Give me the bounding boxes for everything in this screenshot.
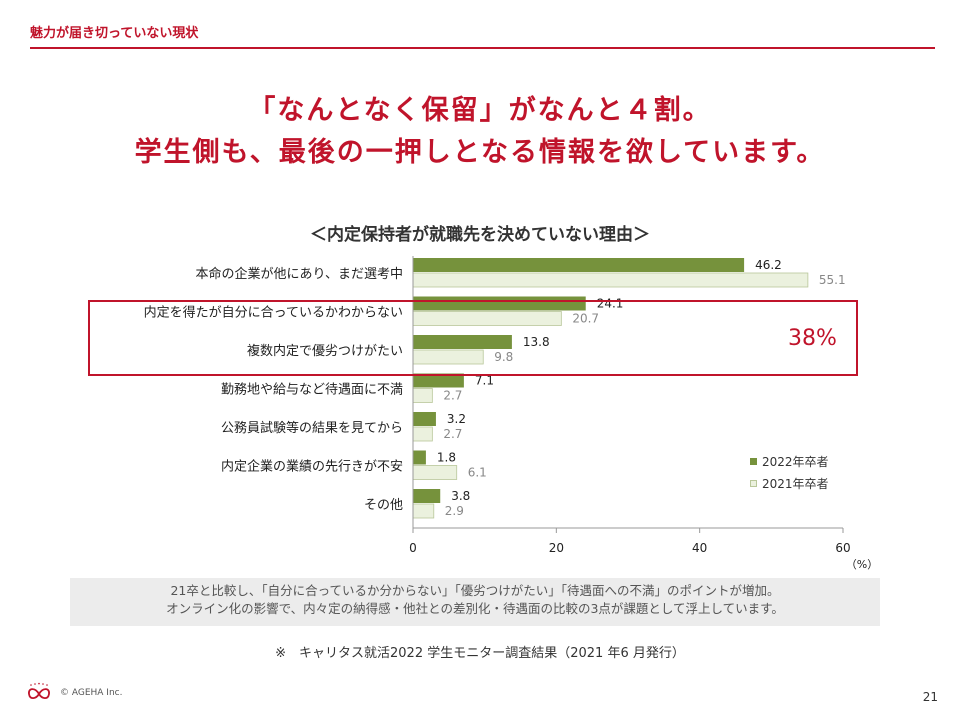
bar-2022 — [413, 489, 441, 503]
bar-2022 — [413, 373, 464, 388]
copyright: © AGEHA Inc. — [60, 688, 123, 698]
category-label: 本命の企業が他にあり、まだ選考中 — [196, 266, 403, 282]
bar-2022 — [413, 412, 436, 426]
x-tick-label: 40 — [692, 541, 707, 555]
bar-2021 — [412, 388, 433, 403]
header-divider — [30, 47, 935, 49]
bar-2022 — [413, 335, 512, 349]
category-label: 公務員試験等の結果を見てから — [221, 420, 403, 436]
value-label-2021: 9.8 — [494, 350, 513, 364]
x-axis-unit: （%） — [846, 558, 878, 571]
category-label: 複数内定で優劣つけがたい — [247, 343, 403, 359]
x-tick-label: 60 — [835, 541, 850, 555]
headline-line-1: 「なんとなく保留」がなんと４割。 — [248, 95, 712, 126]
bar-2022 — [413, 450, 426, 465]
section-title: 魅力が届き切っていない現状 — [30, 26, 199, 41]
value-label-2021: 55.1 — [819, 273, 846, 287]
bar-2021 — [412, 272, 809, 288]
note-line-1: 21卒と比較し、「自分に合っているか分からない」「優劣つけがたい」「待遇面への不… — [170, 583, 780, 598]
legend-label-2022: 2022年卒者 — [762, 454, 829, 469]
source-note: ※ キャリタス就活2022 学生モニター調査結果（2021 年6 月発行） — [275, 646, 685, 661]
x-tick-label: 0 — [409, 541, 417, 555]
value-label-2022: 7.1 — [475, 374, 494, 388]
value-label-2022: 1.8 — [437, 451, 456, 465]
highlight-percentage: 38% — [788, 326, 837, 351]
bar-2021 — [412, 426, 433, 442]
bar-2021 — [412, 503, 435, 519]
value-label-2021: 6.1 — [468, 466, 487, 480]
legend-swatch-2022 — [750, 457, 757, 465]
category-label: 内定企業の業績の先行きが不安 — [221, 459, 403, 475]
legend-item-2021: 2021年卒者 — [750, 472, 829, 494]
legend-label-2021: 2021年卒者 — [762, 476, 829, 491]
value-label-2021: 2.7 — [443, 427, 462, 441]
note-line-2: オンライン化の影響で、内々定の納得感・他社との差別化・待遇面の比較の3点が課題と… — [166, 601, 784, 616]
highlight-box — [88, 300, 858, 376]
category-label: その他 — [364, 498, 403, 513]
chart-legend: 2022年卒者 2021年卒者 — [750, 450, 829, 494]
page-number: 21 — [922, 690, 938, 704]
category-label: 内定を得たが自分に合っているかわからない — [144, 305, 403, 321]
category-label: 勤務地や給与など待遇面に不満 — [221, 383, 403, 398]
value-label-2022: 3.2 — [447, 412, 466, 426]
value-label-2022: 3.8 — [451, 489, 470, 503]
bar-chart: 本命の企業が他にあり、まだ選考中内定を得たが自分に合っているかわからない複数内定… — [144, 256, 878, 571]
legend-swatch-2021 — [750, 479, 757, 487]
x-tick-label: 20 — [549, 541, 564, 555]
legend-item-2022: 2022年卒者 — [750, 450, 829, 472]
note-box: 21卒と比較し、「自分に合っているか分からない」「優劣つけがたい」「待遇面への不… — [70, 578, 880, 626]
ageha-logo-icon — [28, 682, 50, 700]
chart-title: ＜内定保持者が就職先を決めていない理由＞ — [310, 225, 650, 245]
headline-line-2: 学生側も、最後の一押しとなる情報を欲しています。 — [134, 137, 826, 168]
value-label-2022: 13.8 — [523, 335, 550, 349]
value-label-2022: 46.2 — [755, 258, 782, 272]
value-label-2021: 2.9 — [445, 504, 464, 518]
value-label-2021: 2.7 — [443, 389, 462, 403]
value-label-2021: 20.7 — [572, 312, 599, 326]
bar-2021 — [412, 465, 458, 480]
bar-2022 — [413, 258, 745, 272]
